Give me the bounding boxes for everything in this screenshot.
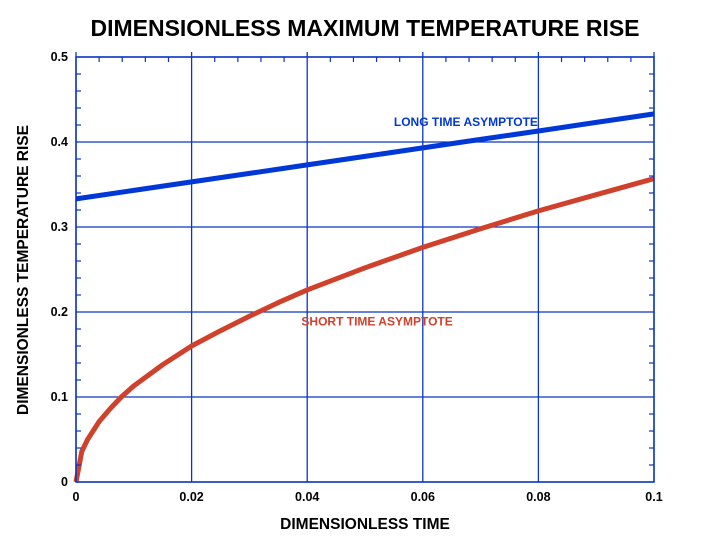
- x-tick-label: 0.1: [645, 490, 662, 504]
- x-tick-label: 0.06: [411, 490, 435, 504]
- y-tick-label: 0.2: [51, 305, 68, 319]
- plot-border: [75, 56, 655, 483]
- y-tick-label: 0.3: [51, 220, 68, 234]
- x-tick-label: 0: [73, 490, 80, 504]
- annotation-long: LONG TIME ASYMPTOTE: [394, 115, 538, 129]
- annotation-short: SHORT TIME ASYMPTOTE: [301, 315, 452, 329]
- x-tick-labels: 0 0.02 0.04 0.06 0.08 0.1: [73, 490, 663, 504]
- y-tick-label: 0.5: [51, 50, 68, 64]
- plot-frame: [75, 52, 655, 483]
- x-tick-label: 0.04: [295, 490, 319, 504]
- chart-title: DIMENSIONLESS MAXIMUM TEMPERATURE RISE: [90, 15, 639, 41]
- x-tick-label: 0.08: [526, 490, 550, 504]
- series-line-short: [73, 176, 655, 483]
- annotations: LONG TIME ASYMPTOTE SHORT TIME ASYMPTOTE: [301, 115, 537, 329]
- y-tick-label: 0: [61, 475, 68, 489]
- x-axis-label: DIMENSIONLESS TIME: [280, 516, 450, 533]
- y-tick-label: 0.4: [51, 135, 68, 149]
- y-tick-label: 0.1: [51, 390, 68, 404]
- series-group: [73, 111, 655, 483]
- x-tick-label: 0.02: [179, 490, 203, 504]
- y-axis-label: DIMENSIONLESS TEMPERATURE RISE: [15, 125, 32, 415]
- y-tick-labels: 0 0.1 0.2 0.3 0.4 0.5: [51, 50, 68, 489]
